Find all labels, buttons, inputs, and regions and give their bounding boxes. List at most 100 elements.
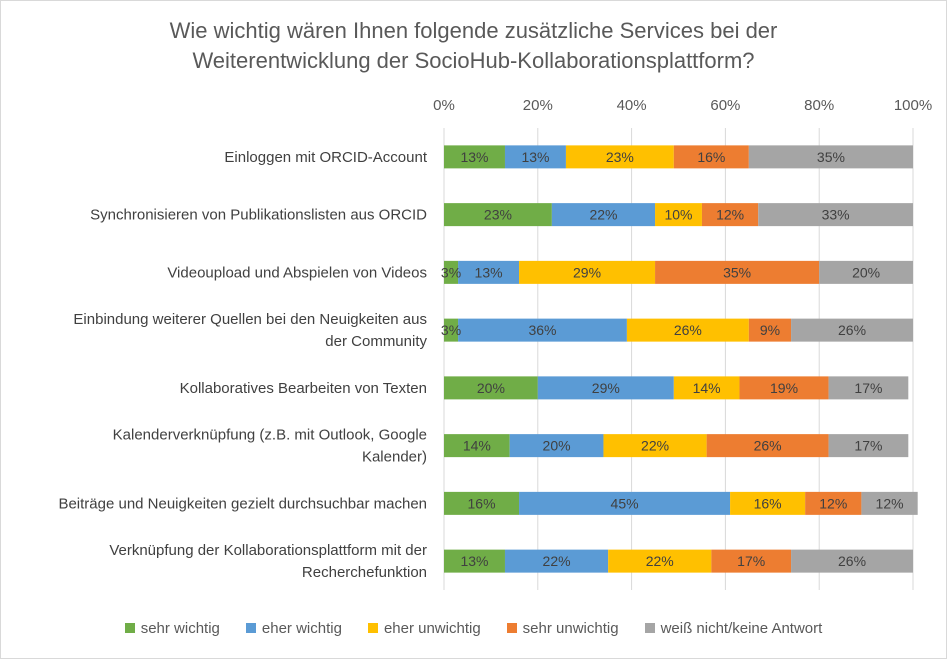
data-label: 22% xyxy=(641,438,669,454)
data-label: 12% xyxy=(876,495,904,511)
bar-segment xyxy=(519,491,731,515)
legend: sehr wichtig eher wichtig eher unwichtig se… xyxy=(0,616,947,640)
legend-item: weiß nicht/keine Antwort xyxy=(644,616,823,640)
bar-segment xyxy=(758,203,913,227)
category-label: Synchronisieren von Publikationslisten a… xyxy=(90,207,427,224)
bar-segment xyxy=(730,491,806,515)
data-label: 9% xyxy=(760,322,780,338)
bar-segment xyxy=(504,549,609,573)
legend-label: eher unwichtig xyxy=(383,619,481,637)
data-label: 23% xyxy=(606,149,634,165)
bar-segment xyxy=(444,203,552,227)
x-tick-label: 60% xyxy=(710,97,740,114)
data-label: 26% xyxy=(754,438,782,454)
data-label: 35% xyxy=(723,264,751,280)
legend-label: weiß nicht/keine Antwort xyxy=(660,619,823,637)
x-tick-label: 40% xyxy=(617,97,647,114)
data-label: 22% xyxy=(543,553,571,569)
bar-segment xyxy=(444,491,520,515)
data-label: 20% xyxy=(543,438,571,454)
data-label: 17% xyxy=(854,380,882,396)
bar-segment xyxy=(861,491,918,515)
data-label: 14% xyxy=(463,438,491,454)
x-tick-label: 0% xyxy=(433,97,455,114)
legend-swatch xyxy=(644,623,655,633)
legend-item: eher unwichtig xyxy=(367,616,481,640)
data-label: 45% xyxy=(611,495,639,511)
data-label: 29% xyxy=(592,380,620,396)
data-label: 17% xyxy=(737,553,765,569)
bar-segment xyxy=(828,376,909,400)
data-label: 12% xyxy=(819,495,847,511)
bar-segment xyxy=(444,376,538,400)
legend-swatch xyxy=(245,623,256,633)
bar-segment xyxy=(626,318,749,342)
legend-swatch xyxy=(367,623,378,633)
data-label: 26% xyxy=(838,553,866,569)
bar-segment xyxy=(444,145,505,169)
data-label: 17% xyxy=(854,438,882,454)
bar-segment xyxy=(519,260,656,284)
data-label: 14% xyxy=(693,380,721,396)
x-tick-label: 100% xyxy=(894,97,932,114)
category-label: der Community xyxy=(325,333,427,350)
category-label: Einbindung weiterer Quellen bei den Neui… xyxy=(73,311,427,328)
bar-segment xyxy=(655,203,702,227)
bar-segment xyxy=(791,318,913,342)
bar-segment xyxy=(791,549,913,573)
data-label: 19% xyxy=(770,380,798,396)
category-label: Beiträge und Neuigkeiten gezielt durchsu… xyxy=(58,495,427,512)
legend-label: sehr wichtig xyxy=(140,619,220,637)
category-label: Kalender) xyxy=(362,449,427,466)
x-tick-label: 80% xyxy=(804,97,834,114)
data-label: 16% xyxy=(754,495,782,511)
bar-segment xyxy=(603,434,707,458)
chart-title-line-2: Weiterentwicklung der SocioHub-Kollabora… xyxy=(192,48,755,73)
data-label: 22% xyxy=(589,207,617,223)
bar-segment xyxy=(701,203,759,227)
bar-segment xyxy=(458,318,627,342)
legend-item: sehr wichtig xyxy=(124,616,220,640)
bar-segment xyxy=(509,434,604,458)
category-label: Verknüpfung der Kollaborationsplattform … xyxy=(109,542,427,559)
bar-segment xyxy=(551,203,656,227)
data-label: 33% xyxy=(822,207,850,223)
chart-title-line-1: Wie wichtig wären Ihnen folgende zusätzl… xyxy=(169,18,778,43)
bar-segment xyxy=(444,549,505,573)
category-label: Einloggen mit ORCID-Account xyxy=(224,149,427,166)
bar-segment xyxy=(565,145,674,169)
bar-segment xyxy=(805,491,862,515)
data-label: 13% xyxy=(475,264,503,280)
data-label: 22% xyxy=(646,553,674,569)
data-label: 20% xyxy=(852,264,880,280)
bar-segment xyxy=(819,260,913,284)
data-label: 12% xyxy=(716,207,744,223)
legend-item: sehr unwichtig xyxy=(506,616,619,640)
data-label: 16% xyxy=(468,495,496,511)
data-label: 20% xyxy=(477,380,505,396)
data-label: 26% xyxy=(674,322,702,338)
legend-label: sehr unwichtig xyxy=(522,619,619,637)
data-label: 3% xyxy=(441,264,461,280)
data-label: 16% xyxy=(697,149,725,165)
data-label: 35% xyxy=(817,149,845,165)
data-label: 26% xyxy=(838,322,866,338)
data-label: 3% xyxy=(441,322,461,338)
bar-segment xyxy=(504,145,566,169)
data-label: 29% xyxy=(573,264,601,280)
bar-segment xyxy=(608,549,712,573)
x-tick-label: 20% xyxy=(523,97,553,114)
category-label: Kollaboratives Bearbeiten von Texten xyxy=(180,380,427,397)
category-label: Recherchefunktion xyxy=(302,564,427,581)
bar-segment xyxy=(748,145,913,169)
legend-item: eher wichtig xyxy=(245,616,342,640)
bar-segment xyxy=(458,260,520,284)
data-label: 36% xyxy=(528,322,556,338)
category-label: Kalenderverknüpfung (z.B. mit Outlook, G… xyxy=(113,427,427,444)
bar-segment xyxy=(828,434,909,458)
bar-segment xyxy=(444,318,459,342)
bar-segment xyxy=(537,376,674,400)
data-label: 13% xyxy=(521,149,549,165)
data-label: 23% xyxy=(484,207,512,223)
bar-segment xyxy=(655,260,820,284)
